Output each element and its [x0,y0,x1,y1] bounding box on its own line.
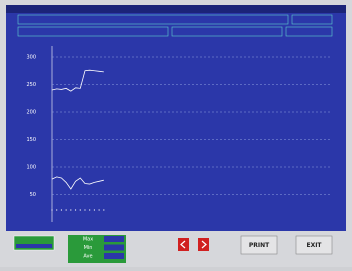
next-button[interactable] [198,238,209,251]
stat-value-box [104,245,124,251]
stat-label: Max [83,237,93,243]
x-marker [80,209,81,210]
x-marker [89,209,90,210]
x-marker [56,209,57,210]
stat-label: Ave [83,254,92,260]
stat-label: Min [84,245,93,251]
main-panel [6,5,346,231]
screen: PRINT EXIT 50 100 150 200 250 300 Max Min Ave [0,0,352,267]
x-marker [61,209,62,210]
print-label: PRINT [249,242,270,249]
prev-button[interactable] [178,238,189,251]
x-marker [70,209,71,210]
x-marker [99,209,100,210]
y-tick-label: 300 [26,55,36,61]
data-box-field [16,244,52,248]
x-marker [94,209,95,210]
y-tick-label: 200 [26,110,36,116]
y-tick-label: 100 [26,165,36,171]
stat-value-box [104,236,124,242]
x-marker [51,209,52,210]
x-marker [103,209,104,210]
y-tick-label: 50 [30,192,36,198]
title-bar [6,5,346,13]
x-marker [75,209,76,210]
x-marker [66,209,67,210]
x-marker [84,209,85,210]
y-tick-label: 150 [26,137,36,143]
stat-value-box [104,253,124,259]
exit-label: EXIT [306,242,322,249]
y-tick-label: 250 [26,82,36,88]
page: PRINT EXIT 50100150200250300MaxMinAve ((… [0,0,352,267]
